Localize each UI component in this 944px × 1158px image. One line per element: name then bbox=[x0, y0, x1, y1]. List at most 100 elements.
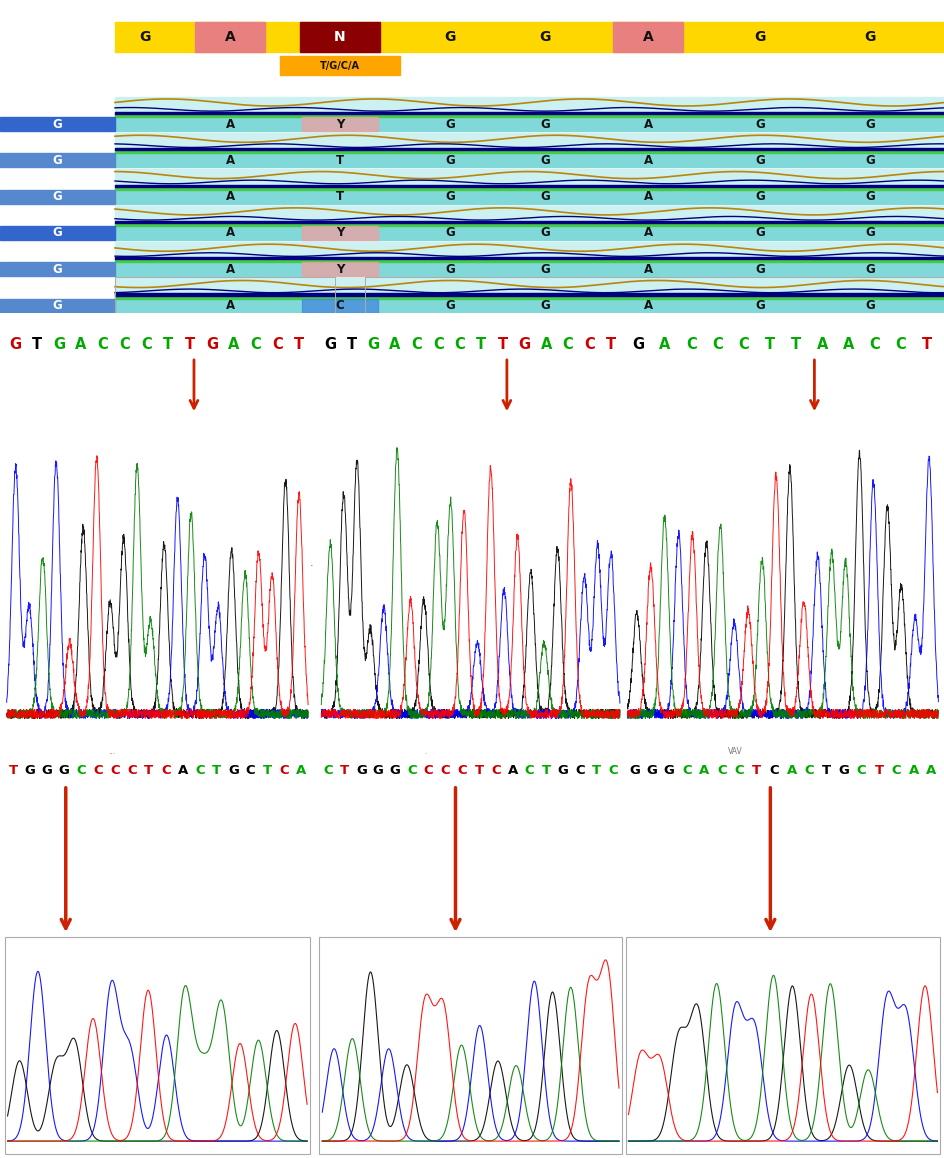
Text: A: A bbox=[925, 764, 936, 777]
Text: T: T bbox=[294, 337, 304, 352]
Text: A: A bbox=[659, 337, 670, 352]
Text: G: G bbox=[864, 227, 874, 240]
Text: .: . bbox=[424, 747, 426, 756]
Text: G: G bbox=[754, 263, 764, 276]
Text: A: A bbox=[643, 263, 652, 276]
Text: C: C bbox=[891, 764, 901, 777]
Bar bbox=[115, 112, 944, 113]
Text: A: A bbox=[228, 337, 239, 352]
Text: T: T bbox=[764, 337, 774, 352]
Bar bbox=[0, 299, 115, 313]
Text: C: C bbox=[583, 337, 594, 352]
Text: C: C bbox=[716, 764, 726, 777]
Text: C: C bbox=[423, 764, 433, 777]
Text: C: C bbox=[335, 299, 344, 313]
Text: G: G bbox=[540, 263, 549, 276]
Text: C: C bbox=[160, 764, 171, 777]
Text: A: A bbox=[226, 299, 234, 313]
Text: T: T bbox=[605, 337, 615, 352]
Text: A: A bbox=[226, 190, 234, 203]
Bar bbox=[115, 22, 944, 52]
Text: C: C bbox=[126, 764, 137, 777]
Text: A: A bbox=[643, 227, 652, 240]
Bar bbox=[302, 262, 378, 277]
Text: G: G bbox=[628, 764, 639, 777]
Text: G: G bbox=[139, 30, 150, 44]
Bar bbox=[194, 22, 264, 52]
Text: T: T bbox=[185, 337, 194, 352]
Text: C: C bbox=[110, 764, 120, 777]
Bar bbox=[0, 226, 115, 240]
Text: A: A bbox=[296, 764, 306, 777]
Text: C: C bbox=[491, 764, 500, 777]
Bar bbox=[115, 226, 944, 240]
Text: G: G bbox=[540, 227, 549, 240]
Text: G: G bbox=[837, 764, 849, 777]
Bar bbox=[115, 257, 944, 259]
Bar bbox=[5, 937, 310, 1153]
Text: G: G bbox=[53, 190, 62, 203]
Text: C: C bbox=[250, 337, 261, 352]
Text: A: A bbox=[643, 299, 652, 313]
Text: A: A bbox=[643, 118, 652, 131]
Text: C: C bbox=[562, 337, 573, 352]
Bar bbox=[115, 278, 944, 299]
Text: G: G bbox=[42, 764, 53, 777]
Text: G: G bbox=[518, 337, 531, 352]
Text: G: G bbox=[754, 227, 764, 240]
Text: A: A bbox=[389, 337, 400, 352]
Text: T: T bbox=[335, 154, 344, 167]
Text: A: A bbox=[226, 227, 234, 240]
Text: G: G bbox=[864, 118, 874, 131]
Text: C: C bbox=[141, 337, 152, 352]
Text: G: G bbox=[228, 764, 239, 777]
Text: A: A bbox=[540, 337, 551, 352]
Text: G: G bbox=[864, 30, 875, 44]
Text: A: A bbox=[785, 764, 796, 777]
Text: N: N bbox=[334, 30, 346, 44]
Text: G: G bbox=[367, 337, 379, 352]
Text: G: G bbox=[9, 337, 22, 352]
Text: C: C bbox=[407, 764, 416, 777]
Text: C: C bbox=[97, 337, 109, 352]
Text: A: A bbox=[816, 337, 827, 352]
Bar bbox=[115, 117, 944, 131]
Text: T: T bbox=[211, 764, 221, 777]
Text: G: G bbox=[754, 190, 764, 203]
Bar bbox=[115, 262, 944, 277]
Bar bbox=[613, 22, 683, 52]
Text: G: G bbox=[53, 337, 65, 352]
Bar bbox=[319, 937, 621, 1153]
Text: T: T bbox=[32, 337, 42, 352]
Text: G: G bbox=[864, 263, 874, 276]
Text: T: T bbox=[262, 764, 272, 777]
Bar bbox=[0, 117, 115, 131]
Text: G: G bbox=[540, 299, 549, 313]
Text: G: G bbox=[753, 30, 765, 44]
Text: C: C bbox=[457, 764, 466, 777]
Text: T: T bbox=[163, 337, 173, 352]
Text: T: T bbox=[144, 764, 153, 777]
Text: C: C bbox=[856, 764, 866, 777]
Bar bbox=[302, 117, 378, 131]
Text: G: G bbox=[632, 337, 644, 352]
Bar bbox=[115, 148, 944, 151]
Text: T: T bbox=[476, 337, 486, 352]
Text: G: G bbox=[539, 30, 550, 44]
Text: ·: · bbox=[310, 562, 313, 571]
Text: T: T bbox=[497, 337, 508, 352]
Text: G: G bbox=[754, 118, 764, 131]
Text: G: G bbox=[53, 263, 62, 276]
Text: T: T bbox=[821, 764, 831, 777]
Text: A: A bbox=[177, 764, 188, 777]
Text: G: G bbox=[372, 764, 383, 777]
Text: C: C bbox=[411, 337, 422, 352]
Text: A: A bbox=[76, 337, 87, 352]
Text: C: C bbox=[454, 337, 464, 352]
Text: G: G bbox=[206, 337, 218, 352]
Text: C: C bbox=[803, 764, 813, 777]
Text: T: T bbox=[790, 337, 801, 352]
Text: A: A bbox=[225, 30, 235, 44]
Bar bbox=[115, 278, 334, 314]
Text: Y: Y bbox=[335, 263, 344, 276]
